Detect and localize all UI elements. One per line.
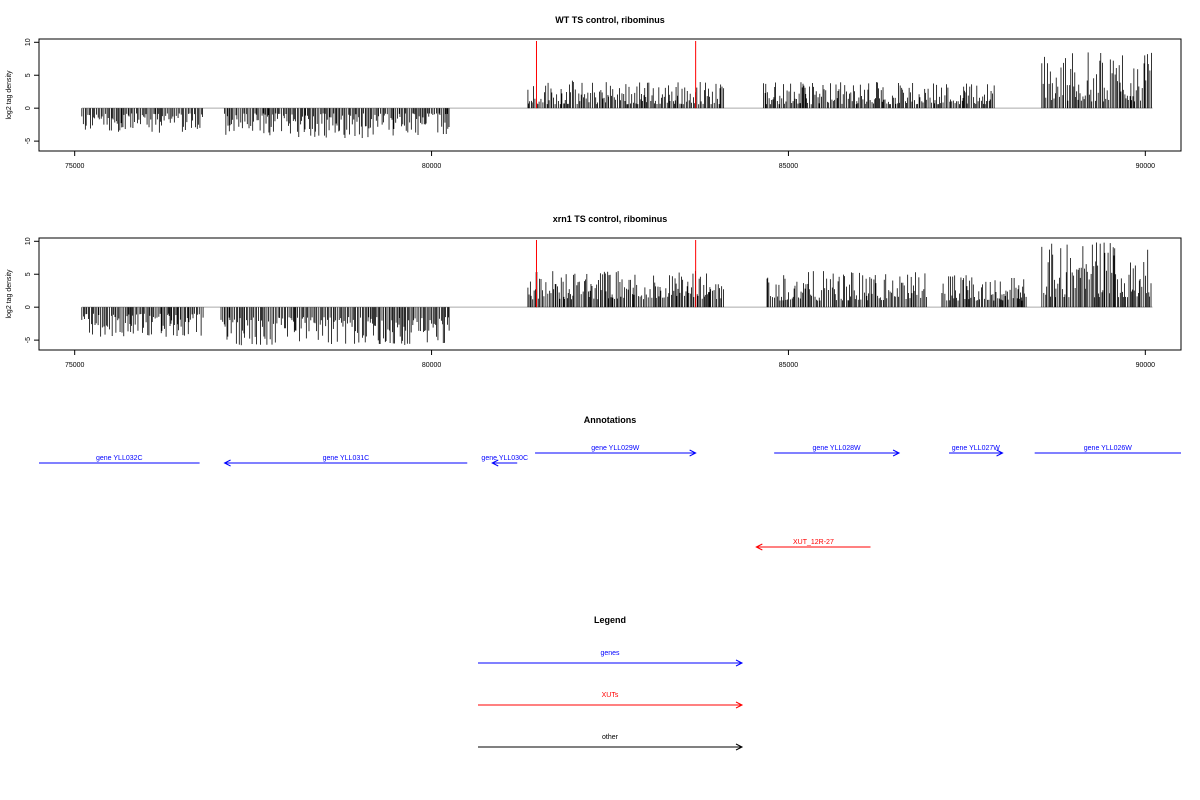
xrn1-track-panel: xrn1 TS control, ribominus log2 tag dens… [6,214,1182,369]
feature-label: gene YLL032C [96,455,143,462]
y-tick-label: 10 [25,38,32,46]
density-bars [81,242,1153,346]
legend-arrowhead [735,701,744,709]
feature-arrowhead [491,459,499,467]
annotations-panel: Annotations gene YLL032C gene YLL031C gene… [39,415,1181,551]
legend-entries: genes XUTs other [478,650,744,751]
x-axis: 75000 80000 85000 90000 [65,151,1155,170]
feature-arrowhead [223,459,231,467]
x-tick-label: 80000 [422,362,442,369]
y-tick-label: -5 [25,138,32,144]
y-tick-label: 5 [25,73,32,77]
feature-arrowhead [755,543,763,551]
feature-label: gene YLL026W [1084,445,1133,452]
feature-label: gene YLL031C [323,455,370,462]
feature-label: gene YLL027W [952,445,1001,452]
y-axis: -5 0 5 10 [25,38,39,144]
x-tick-label: 90000 [1136,362,1156,369]
y-axis-label: log2 tag density [6,70,13,120]
panel-title: WT TS control, ribominus [555,15,665,25]
x-axis: 75000 80000 85000 90000 [65,350,1155,369]
feature-label: gene YLL029W [591,445,640,452]
annotation-features: gene YLL032C gene YLL031C gene YLL030C gene… [39,445,1181,551]
feature-label: gene YLL030C [481,455,528,462]
x-tick-label: 85000 [779,362,799,369]
legend-label: other [602,734,619,741]
marker-lines [535,40,697,109]
y-axis: -5 0 5 10 [25,237,39,343]
feature-label: gene YLL028W [813,445,862,452]
x-tick-label: 75000 [65,362,85,369]
density-bars [81,52,1153,139]
marker-lines [535,239,697,308]
annotations-title: Annotations [584,415,637,425]
legend-panel: Legend genes XUTs other [478,615,744,751]
legend-label: XUTs [602,692,619,699]
y-tick-label: 5 [25,272,32,276]
y-tick-label: 0 [25,106,32,110]
legend-arrowhead [735,743,744,751]
plot-frame [38,237,1182,351]
x-tick-label: 90000 [1136,163,1156,170]
y-axis-label: log2 tag density [6,269,13,319]
y-tick-label: 0 [25,305,32,309]
panel-title: xrn1 TS control, ribominus [553,214,668,224]
legend-arrowhead [735,659,744,667]
legend-title: Legend [594,615,626,625]
feature-arrowhead [689,449,697,457]
feature-arrowhead [996,449,1004,457]
wt-track-panel: WT TS control, ribominus log2 tag densit… [6,15,1182,170]
feature-label: XUT_12R-27 [793,539,834,546]
plot-frame [38,38,1182,152]
y-tick-label: 10 [25,237,32,245]
x-tick-label: 85000 [779,163,799,170]
x-tick-label: 80000 [422,163,442,170]
x-tick-label: 75000 [65,163,85,170]
feature-arrowhead [892,449,901,457]
y-tick-label: -5 [25,337,32,343]
legend-label: genes [600,650,620,657]
